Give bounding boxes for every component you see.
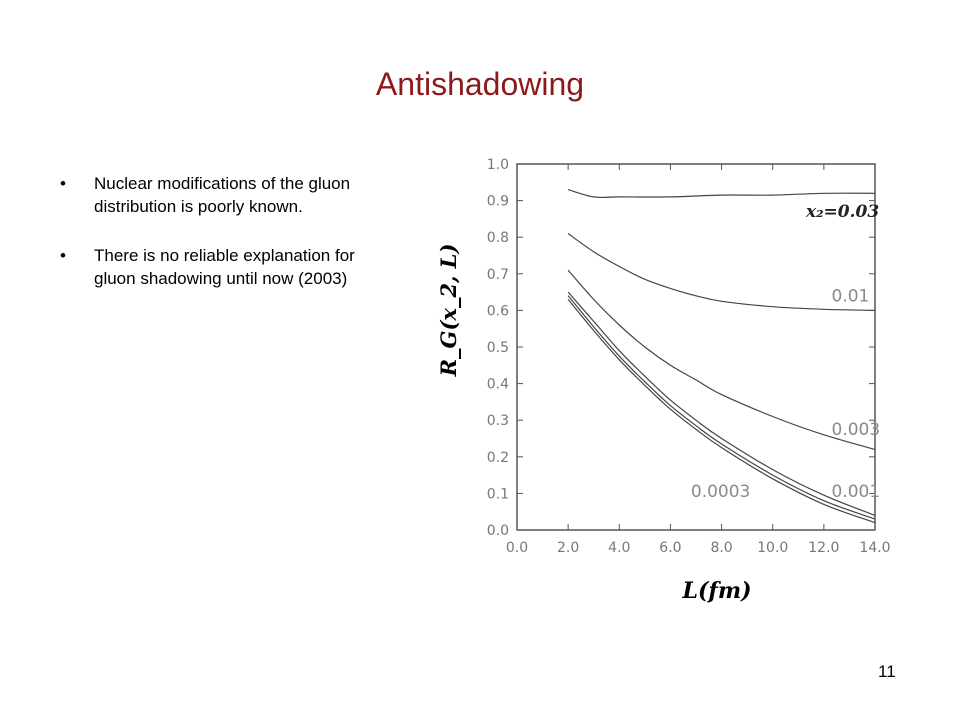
y-tick-label: 0.9 bbox=[487, 194, 509, 210]
bullet-text: Nuclear modifications of the gluon distr… bbox=[94, 174, 351, 216]
curve-label: 0.01 bbox=[832, 286, 870, 306]
tick-group: 0.0 0.1 0.2 0.3 0.4 0.5 0.6 0.7 0.8 0.9 1.0 0.0 2.0 4… bbox=[487, 157, 891, 556]
bullet-dot: • bbox=[60, 246, 66, 265]
series-line bbox=[567, 295, 876, 520]
y-tick-label: 1.0 bbox=[487, 157, 509, 173]
x-tick-label: 6.0 bbox=[659, 540, 681, 556]
x-tick-label: 0.0 bbox=[506, 540, 528, 556]
curve-label: 0.0003 bbox=[691, 482, 750, 502]
page-number: 11 bbox=[878, 662, 896, 681]
series-line bbox=[567, 189, 876, 199]
bullet-item: • There is no reliable explanation for g… bbox=[58, 244, 398, 290]
series-line bbox=[567, 269, 876, 451]
gluon-ratio-chart: 0.0 0.1 0.2 0.3 0.4 0.5 0.6 0.7 0.8 0.9 1.0 0.0 2.0 4… bbox=[436, 157, 891, 604]
bullet-item: • Nuclear modifications of the gluon dis… bbox=[58, 172, 398, 218]
series-line bbox=[567, 233, 876, 311]
y-tick-label: 0.5 bbox=[487, 340, 509, 356]
bullet-dot: • bbox=[60, 174, 66, 193]
y-tick-label: 0.6 bbox=[487, 303, 509, 319]
curve-group bbox=[567, 189, 876, 524]
curve-label: 0.001 bbox=[832, 482, 881, 502]
x-tick-label: 4.0 bbox=[608, 540, 630, 556]
x-tick-label: 10.0 bbox=[757, 540, 788, 556]
curve-label-group: x₂=0.03 0.01 0.003 0.0003 0.001 bbox=[691, 202, 880, 502]
y-axis-label: R_G(x_2, L) bbox=[436, 244, 461, 378]
curve-label: 0.003 bbox=[832, 420, 881, 440]
y-tick-label: 0.0 bbox=[487, 523, 509, 539]
y-tick-label: 0.1 bbox=[487, 486, 509, 502]
y-tick-label: 0.2 bbox=[487, 450, 509, 466]
bullet-text: There is no reliable explanation for glu… bbox=[94, 246, 355, 288]
series-line bbox=[567, 299, 876, 524]
slide-title: Antishadowing bbox=[375, 66, 585, 102]
series-line bbox=[567, 291, 876, 516]
y-tick-label: 0.8 bbox=[487, 230, 509, 246]
x-tick-label: 8.0 bbox=[710, 540, 732, 556]
x-tick-label: 12.0 bbox=[808, 540, 839, 556]
x-axis-label: L(fm) bbox=[681, 578, 751, 604]
y-tick-label: 0.3 bbox=[487, 413, 509, 429]
bullet-list: • Nuclear modifications of the gluon dis… bbox=[58, 172, 398, 316]
curve-label: x₂=0.03 bbox=[805, 202, 879, 222]
y-tick-label: 0.7 bbox=[487, 267, 509, 283]
y-tick-label: 0.4 bbox=[487, 377, 509, 393]
x-tick-label: 2.0 bbox=[557, 540, 579, 556]
x-tick-label: 14.0 bbox=[859, 540, 890, 556]
